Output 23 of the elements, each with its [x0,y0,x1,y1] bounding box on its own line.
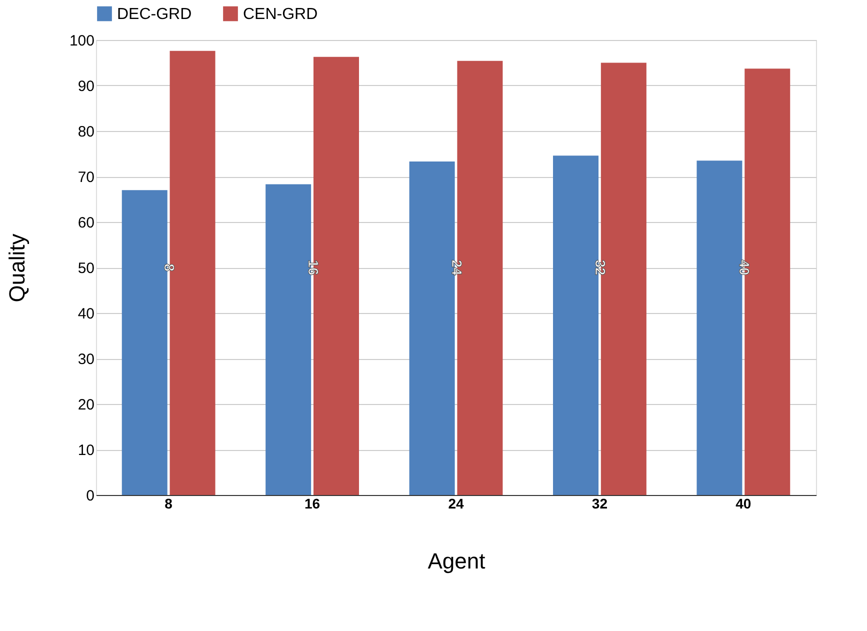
y-tick-label: 70 [78,169,94,186]
x-tick-label: 24 [448,496,464,512]
y-tick-label: 60 [78,214,94,232]
y-tick-label: 0 [86,488,94,504]
annotation: 16 [305,260,322,276]
x-tick-label: 32 [592,496,608,512]
annotation: 8 [162,264,178,272]
x-axis-title: Agent [428,548,486,574]
x-tick-label: 40 [736,496,752,512]
x-tick-label: 16 [304,496,320,512]
y-tick-label: 40 [78,306,94,322]
y-tick-label: 100 [69,32,94,50]
y-tick-label: 90 [78,78,94,95]
y-tick-label: 50 [78,260,94,277]
y-axis-title: Quality [4,234,30,302]
legend-label: DEC-GRD [117,6,192,23]
y-tick-label: 20 [78,396,94,414]
y-tick-label: 30 [78,351,94,368]
legend-label: CEN-GRD [243,6,318,23]
y-tick-label: 80 [78,124,94,140]
annotation: 32 [592,260,609,276]
y-tick-label: 10 [78,442,94,459]
x-tick-label: 8 [164,496,173,512]
